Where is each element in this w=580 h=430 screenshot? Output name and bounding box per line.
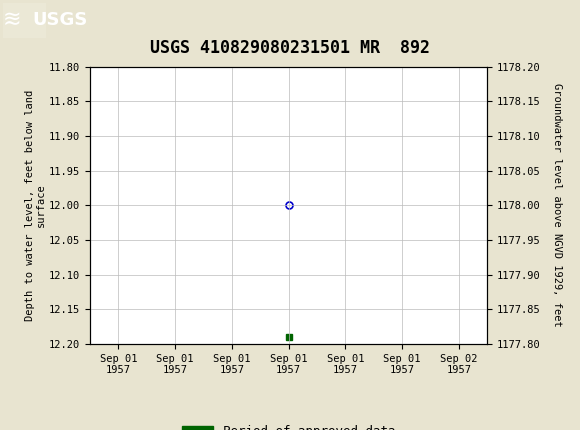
Text: USGS 410829080231501 MR  892: USGS 410829080231501 MR 892	[150, 39, 430, 57]
Text: USGS: USGS	[32, 12, 87, 29]
FancyBboxPatch shape	[3, 3, 46, 37]
Text: ≋: ≋	[3, 9, 21, 30]
Y-axis label: Depth to water level, feet below land
surface: Depth to water level, feet below land su…	[24, 90, 46, 321]
Y-axis label: Groundwater level above NGVD 1929, feet: Groundwater level above NGVD 1929, feet	[552, 83, 562, 327]
Legend: Period of approved data: Period of approved data	[177, 420, 400, 430]
